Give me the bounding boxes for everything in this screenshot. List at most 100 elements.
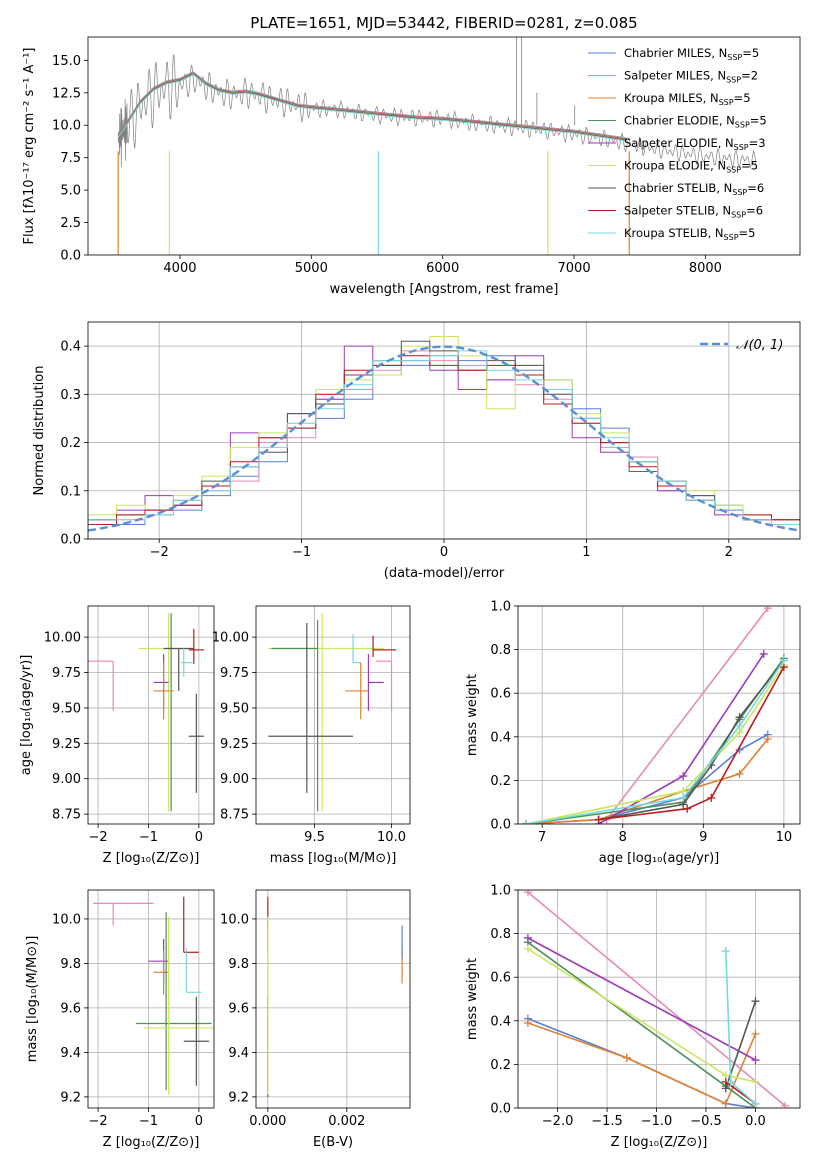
error-bar-point	[367, 654, 384, 711]
plot-area	[93, 896, 214, 1095]
x-axis-label: (data-model)/error	[384, 566, 505, 581]
mass-weight-marker	[779, 656, 788, 665]
error-bar-point	[372, 635, 397, 657]
y-axis-label: Flux [fλ10⁻¹⁷ erg cm⁻² s⁻¹ A⁻¹]	[22, 48, 37, 245]
y-tick-label: 9.50	[220, 701, 249, 716]
axes-frame	[517, 889, 801, 1109]
legend-n-prefix: , N	[703, 91, 719, 105]
x-tick-label: −1	[292, 545, 311, 560]
mass-weight-marker	[721, 947, 730, 956]
y-tick-label: 0.2	[60, 436, 81, 451]
legend-n-value: 5	[748, 226, 755, 240]
x-tick-label: 8	[619, 830, 627, 845]
legend-equals: =	[749, 136, 759, 150]
y-tick-label: 10.0	[52, 119, 81, 134]
legend-n-value: 5	[743, 91, 750, 105]
mass-weight-marker	[707, 793, 716, 802]
x-tick-label: −2	[88, 1114, 107, 1129]
mass-weight-marker	[523, 933, 532, 942]
legend-n-prefix: , N	[715, 204, 731, 218]
mass-weight-line	[605, 607, 769, 821]
mass-weight-line	[527, 891, 786, 1107]
legend-n-prefix: , N	[711, 46, 727, 60]
legend-equals: =	[734, 91, 744, 105]
legend-n-value: 3	[758, 136, 765, 150]
y-tick-label: 9.6	[228, 1001, 249, 1016]
mass-weight-marker	[735, 769, 744, 778]
legend-name: Chabrier MILES	[624, 46, 711, 60]
chart-mass-vs-EBV: 0.000 0.002 9.2 9.4 9.6 9.8 10.0 E(B-V)	[220, 889, 411, 1150]
mass-weight-marker	[751, 1056, 760, 1065]
legend-ssp-subscript: SSP	[726, 76, 741, 85]
legend-name: Kroupa MILES	[624, 91, 703, 105]
mass-weight-marker	[679, 793, 688, 802]
axes-frame	[255, 889, 411, 1109]
error-bar-point	[185, 947, 202, 993]
x-axis-label: Z [log₁₀(Z/Z⊙)]	[611, 1135, 708, 1150]
error-bar-point	[183, 896, 199, 953]
y-tick-label: 9.2	[60, 1090, 81, 1105]
y-tick-label: 10.0	[52, 912, 81, 927]
legend-equals: =	[739, 226, 749, 240]
x-tick-label: −1.5	[591, 1114, 623, 1129]
mass-weight-marker	[594, 815, 603, 824]
y-tick-label: 0.4	[490, 730, 511, 745]
legend-equals: =	[746, 204, 756, 218]
legend-n-value: 6	[756, 204, 763, 218]
x-tick-label: 2	[725, 545, 733, 560]
x-tick-label: −0.5	[690, 1114, 722, 1129]
y-tick-label: 0.2	[490, 774, 511, 789]
plot-area	[522, 606, 788, 824]
x-tick-label: 0	[440, 545, 448, 560]
y-tick-label: 0.1	[60, 484, 81, 499]
error-bar-point	[188, 693, 204, 793]
mass-weight-marker	[523, 944, 532, 953]
legend-n-value: 5	[751, 159, 758, 173]
plot-area	[523, 890, 790, 1108]
legend-label: Chabrier STELIB, NSSP=6	[624, 181, 764, 197]
x-tick-label: −2	[88, 830, 107, 845]
legend-name: Salpeter MILES	[624, 69, 710, 83]
y-axis-label: mass weight	[465, 958, 480, 1040]
mass-weight-marker	[679, 772, 688, 781]
legend-name: Kroupa ELODIE	[624, 159, 710, 173]
x-tick-label: 8000	[689, 261, 722, 276]
x-tick-label: −1	[139, 1114, 158, 1129]
legend-label: Salpeter ELODIE, NSSP=3	[624, 136, 766, 152]
chart-age-vs-mass: 9.5 10.0 8.75 9.00 9.25 9.50 9.75 10.00 mass [lo…	[212, 605, 411, 866]
y-tick-label: 9.25	[220, 737, 249, 752]
y-tick-label: 9.75	[52, 666, 81, 681]
model-spectrum-line	[117, 74, 627, 142]
legend-name: Salpeter STELIB	[624, 204, 715, 218]
legend-label: Salpeter STELIB, NSSP=6	[624, 204, 763, 220]
legend-n-value: 5	[752, 46, 759, 60]
error-bar-point	[135, 912, 212, 1091]
legend-label: Chabrier MILES, NSSP=5	[624, 46, 759, 62]
error-bar-point	[268, 622, 354, 793]
x-tick-label: 4000	[163, 261, 196, 276]
y-tick-label: 0.0	[490, 1102, 511, 1117]
mass-weight-marker	[735, 713, 744, 722]
chart-title: PLATE=1651, MJD=53442, FIBERID=0281, z=0…	[250, 14, 637, 32]
legend-name: Chabrier ELODIE	[624, 114, 719, 128]
y-tick-label: 9.50	[52, 701, 81, 716]
legend-label: Kroupa ELODIE, NSSP=5	[624, 159, 758, 175]
plot-area	[88, 336, 800, 539]
legend-label: Salpeter MILES, NSSP=2	[624, 69, 758, 85]
legend-label: Kroupa STELIB, NSSP=5	[624, 226, 756, 242]
x-axis-label: mass [log₁₀(M/M⊙)]	[270, 851, 397, 866]
normal-distribution-curve	[88, 345, 800, 532]
legend-ssp-subscript: SSP	[731, 211, 746, 220]
axes-frame	[87, 36, 801, 256]
y-tick-label: 9.75	[220, 666, 249, 681]
error-bar-point	[153, 654, 169, 711]
y-tick-label: 9.00	[220, 772, 249, 787]
error-bar-point	[376, 660, 393, 711]
y-tick-label: 0.4	[60, 340, 81, 355]
legend-ssp-subscript: SSP	[724, 233, 739, 242]
mass-weight-marker	[523, 1018, 532, 1027]
legend-ssp-subscript: SSP	[734, 143, 749, 152]
y-tick-label: 9.4	[228, 1046, 249, 1061]
y-tick-label: 0.6	[490, 687, 511, 702]
legend-n-prefix: , N	[718, 136, 734, 150]
